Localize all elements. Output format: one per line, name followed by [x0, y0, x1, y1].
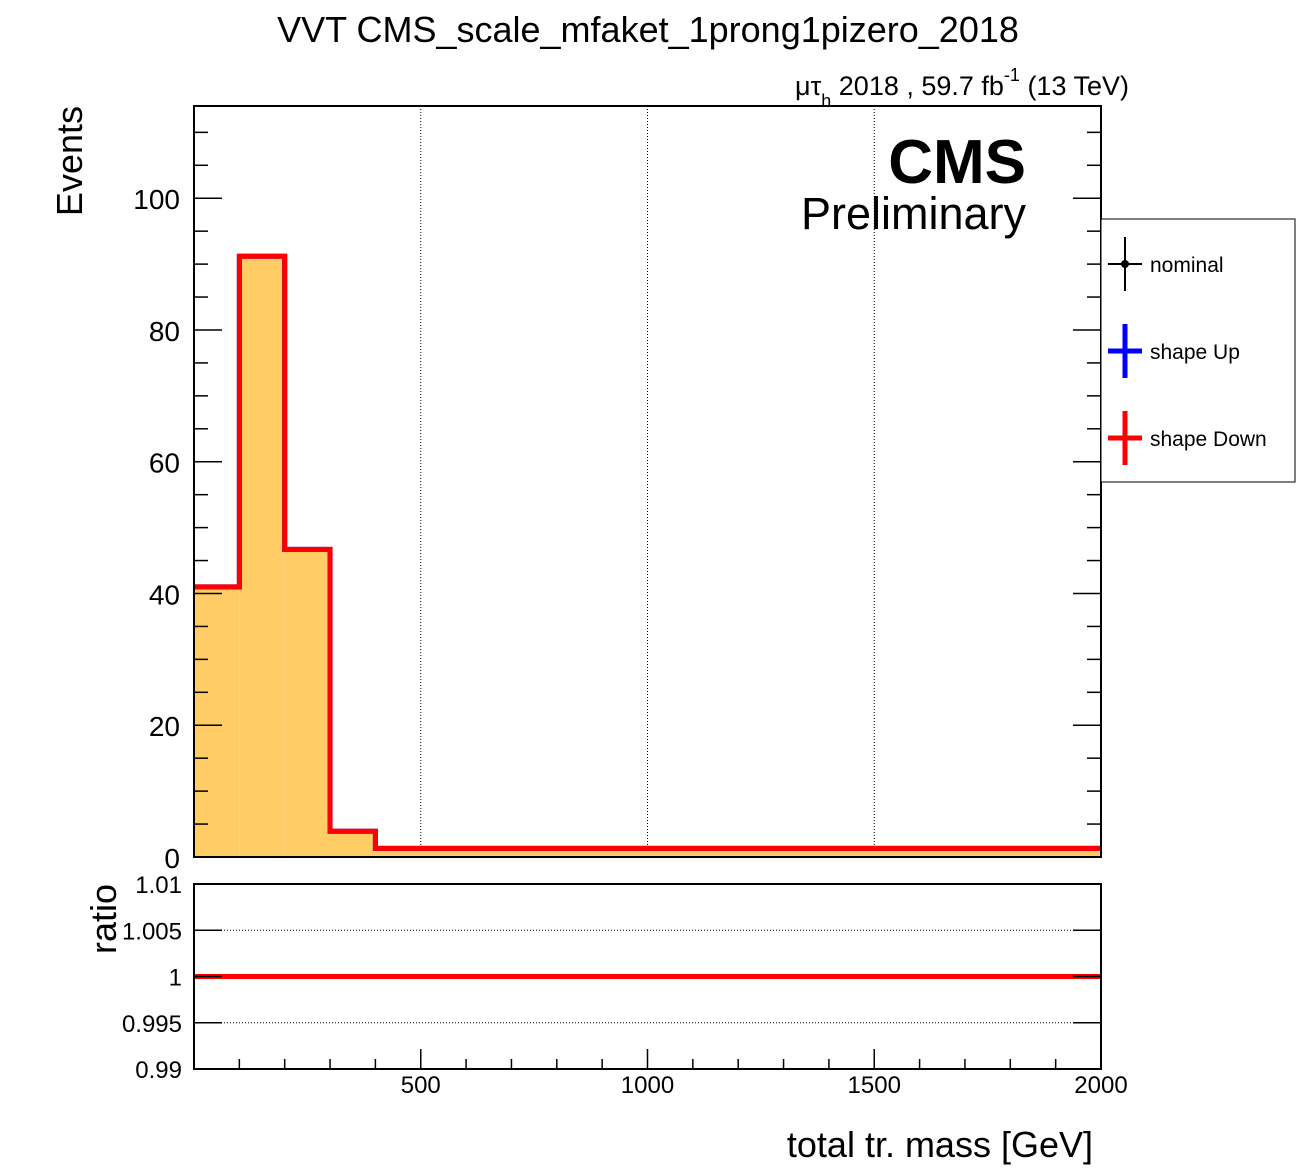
lumi-sup: -1	[1004, 65, 1020, 85]
histogram-bar	[330, 831, 376, 857]
legend-label: shape Down	[1150, 428, 1267, 451]
legend: nominal shape Up shape Down	[1100, 218, 1296, 483]
upper-y-axis-label: Events	[49, 106, 90, 216]
legend-label: nominal	[1150, 254, 1224, 277]
preliminary-label: Preliminary	[801, 188, 1027, 239]
legend-marker-point	[1121, 260, 1129, 268]
histogram-bar	[194, 586, 240, 857]
lumi-text: 2018 , 59.7 fb	[831, 71, 1004, 101]
lower-y-tick-label: 0.99	[135, 1057, 182, 1084]
upper-y-tick-label: 60	[149, 448, 180, 479]
upper-y-tick-label: 100	[133, 184, 180, 215]
lower-y-tick-label: 0.995	[122, 1011, 182, 1038]
lumi-label: μτh 2018 , 59.7 fb-1 (13 TeV)	[795, 65, 1129, 111]
x-tick-label: 2000	[1074, 1072, 1127, 1099]
lower-grid	[194, 929, 1101, 1024]
lower-y-tick-label: 1	[169, 965, 182, 992]
upper-histogram	[194, 256, 1101, 857]
upper-pad: 0 20 40 60 80 100 Events CMS Preliminary	[49, 105, 1102, 874]
lower-axis-ticks	[194, 883, 1101, 1070]
histogram-bar	[239, 256, 285, 857]
x-tick-label: 1000	[621, 1072, 674, 1099]
upper-y-tick-label: 20	[149, 711, 180, 742]
histogram-bar	[284, 549, 331, 857]
lumi-energy: (13 TeV)	[1020, 71, 1129, 101]
lower-y-axis-label: ratio	[83, 884, 124, 954]
lower-y-tick-label: 1.005	[122, 918, 182, 945]
upper-y-tick-label: 0	[164, 843, 180, 874]
upper-y-tick-labels: 0 20 40 60 80 100	[133, 184, 180, 874]
x-axis-label: total tr. mass [GeV]	[787, 1124, 1093, 1165]
upper-grid	[420, 106, 875, 857]
series-line-shape-down	[194, 253, 1101, 851]
cms-label: CMS	[888, 128, 1026, 197]
legend-label: shape Up	[1150, 341, 1240, 364]
lumi-channel-sub: h	[821, 91, 831, 111]
upper-y-tick-label: 40	[149, 579, 180, 610]
histogram-bar	[375, 848, 1101, 857]
lower-y-tick-label: 1.01	[135, 872, 182, 899]
upper-axis-ticks	[194, 131, 1101, 858]
lower-pad: 0.99 0.995 1 1.005 1.01 500 1000 1500 2000 rati…	[83, 872, 1128, 1165]
x-tick-label: 1500	[848, 1072, 901, 1099]
lower-y-tick-labels: 0.99 0.995 1 1.005 1.01	[122, 872, 182, 1084]
x-tick-label: 500	[401, 1072, 441, 1099]
upper-y-tick-label: 80	[149, 316, 180, 347]
lumi-channel: μτ	[795, 71, 822, 101]
x-tick-labels: 500 1000 1500 2000	[401, 1072, 1128, 1099]
upper-series-lines	[194, 253, 1101, 851]
chart-title: VVT CMS_scale_mfaket_1prong1pizero_2018	[277, 9, 1019, 50]
